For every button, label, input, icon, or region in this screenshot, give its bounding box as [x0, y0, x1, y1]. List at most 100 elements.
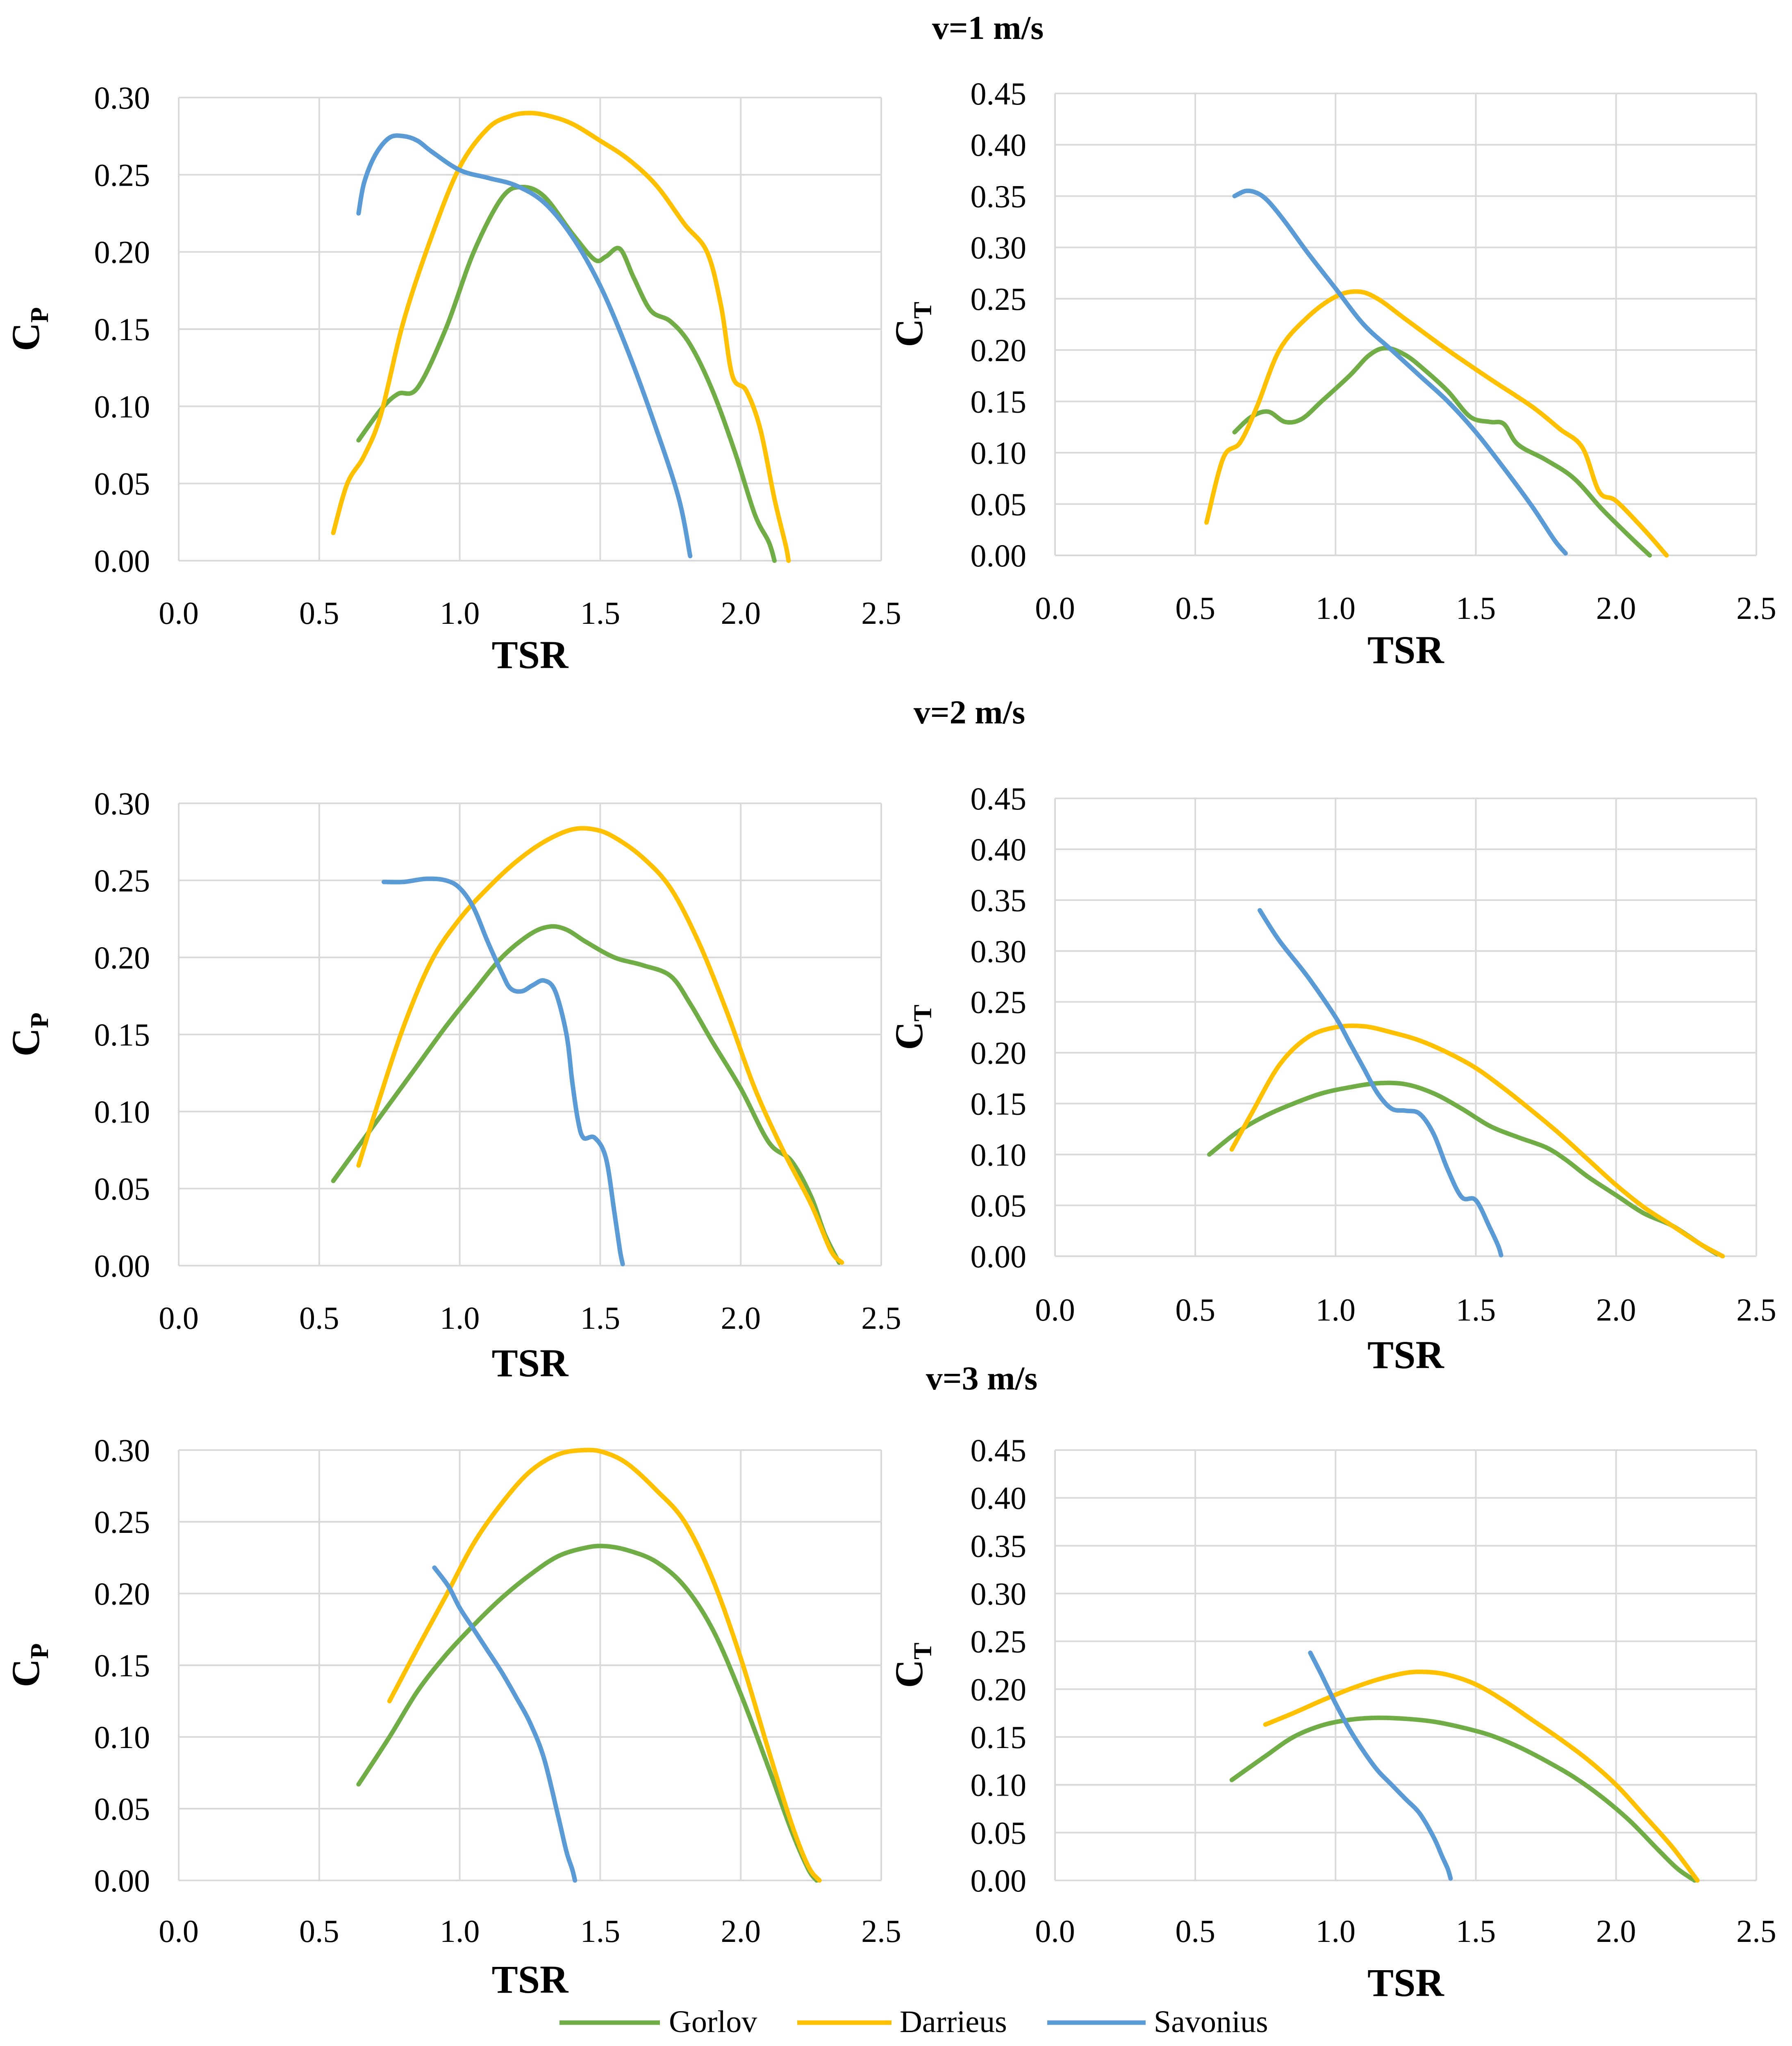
y-axis-label: CP	[4, 307, 54, 351]
x-tick-label: 2.5	[1736, 1913, 1776, 1949]
x-tick-label: 0.0	[159, 595, 199, 631]
chart-v3-ct: 0.00 0.05 0.10 0.15 0.20 0.25 0.30 0.35 0.40 0.45…	[887, 1432, 1776, 2005]
chart-v1-ct: 0.00 0.05 0.10 0.15 0.20 0.25 0.30 0.35 0.40 0.45…	[887, 76, 1776, 672]
x-axis-label: TSR	[1367, 628, 1444, 672]
title-v1: v=1 m/s	[932, 9, 1044, 46]
legend: Gorlov Darrieus Savonius	[559, 2005, 1268, 2039]
x-tick-label: 2.0	[721, 1300, 761, 1336]
series-line-gorlov	[1232, 346, 1652, 558]
x-tick-label: 2.0	[1596, 1292, 1636, 1328]
y-tick-label: 0.25	[94, 863, 150, 898]
x-tick-label: 0.5	[1175, 1913, 1215, 1949]
y-tick-label: 0.30	[94, 786, 150, 821]
x-tick-label: 0.5	[299, 1913, 339, 1949]
y-tick-label: 0.20	[94, 234, 150, 270]
series-line-savonius	[356, 133, 693, 559]
legend-label-savonius: Savonius	[1154, 2005, 1268, 2039]
y-tick-label: 0.15	[94, 1648, 150, 1683]
x-tick-label: 1.5	[580, 1913, 621, 1949]
x-axis-label: TSR	[492, 1957, 569, 2001]
x-axis-label: TSR	[492, 1341, 569, 1385]
series-line-savonius	[1232, 189, 1568, 556]
y-tick-label: 0.25	[94, 1504, 150, 1540]
chart-v2-cp: 0.00 0.05 0.10 0.15 0.20 0.25 0.30 0.0 0.5 1.0 1.5…	[4, 786, 901, 1385]
y-tick-label: 0.00	[971, 1863, 1027, 1898]
series-line-darrieus	[387, 1448, 822, 1883]
y-tick-label: 0.30	[94, 80, 150, 116]
title-v3: v=3 m/s	[926, 1359, 1037, 1397]
series-line-savonius	[1308, 1650, 1453, 1881]
y-tick-label: 0.40	[971, 1480, 1027, 1516]
y-tick-label: 0.20	[971, 1671, 1027, 1707]
series-line-gorlov	[331, 924, 841, 1265]
x-tick-label: 2.5	[861, 1913, 901, 1949]
y-tick-label: 0.15	[971, 384, 1027, 419]
x-tick-label: 0.0	[1035, 590, 1075, 626]
x-tick-label: 0.0	[159, 1300, 199, 1336]
title-v2: v=2 m/s	[914, 693, 1025, 731]
y-tick-label: 0.15	[971, 1086, 1027, 1122]
x-tick-label: 1.5	[580, 1300, 621, 1336]
x-tick-label: 2.0	[1596, 1913, 1636, 1949]
x-tick-label: 0.5	[299, 595, 339, 631]
y-tick-label: 0.10	[971, 1137, 1027, 1173]
y-tick-label: 0.25	[971, 984, 1027, 1020]
y-tick-label: 0.00	[971, 538, 1027, 573]
series-line-savonius	[382, 876, 625, 1266]
y-tick-label: 0.35	[971, 178, 1027, 214]
y-tick-label: 0.35	[971, 882, 1027, 918]
legend-label-darrieus: Darrieus	[900, 2005, 1007, 2039]
y-tick-label: 0.25	[971, 281, 1027, 317]
x-tick-label: 0.0	[159, 1913, 199, 1949]
x-tick-label: 0.5	[299, 1300, 339, 1336]
y-tick-label: 0.15	[94, 1017, 150, 1053]
y-tick-label: 0.45	[971, 781, 1027, 816]
chart-v2-ct: 0.00 0.05 0.10 0.15 0.20 0.25 0.30 0.35 0.40 0.45…	[887, 781, 1776, 1377]
y-tick-label: 0.00	[94, 543, 150, 579]
y-tick-label: 0.05	[971, 1815, 1027, 1850]
x-tick-label: 1.5	[580, 595, 621, 631]
y-tick-label: 0.00	[94, 1863, 150, 1898]
series-line-darrieus	[1204, 289, 1669, 558]
legend-label-gorlov: Gorlov	[669, 2005, 757, 2039]
y-tick-label: 0.40	[971, 832, 1027, 867]
y-axis-label: CP	[4, 1643, 54, 1687]
y-tick-label: 0.05	[94, 466, 150, 502]
x-tick-label: 2.5	[1736, 1292, 1776, 1328]
y-tick-label: 0.15	[971, 1719, 1027, 1755]
y-tick-label: 0.15	[94, 311, 150, 347]
x-tick-label: 1.0	[440, 1913, 480, 1949]
y-tick-label: 0.25	[971, 1624, 1027, 1660]
y-axis-label: CT	[887, 1005, 937, 1050]
x-tick-label: 1.5	[1456, 1913, 1496, 1949]
y-tick-label: 0.05	[971, 486, 1027, 522]
x-axis-label: TSR	[1367, 1961, 1444, 2005]
y-tick-label: 0.20	[971, 332, 1027, 368]
x-tick-label: 2.5	[861, 1300, 901, 1336]
y-tick-label: 0.00	[971, 1239, 1027, 1274]
y-axis-label: CT	[887, 1643, 937, 1688]
y-axis-label: CT	[887, 302, 937, 347]
y-tick-label: 0.05	[971, 1188, 1027, 1223]
y-tick-label: 0.25	[94, 157, 150, 193]
x-tick-label: 1.0	[1316, 590, 1356, 626]
y-tick-label: 0.20	[94, 940, 150, 975]
y-tick-label: 0.30	[971, 933, 1027, 969]
x-tick-label: 2.0	[1596, 590, 1636, 626]
series-line-savonius	[432, 1565, 578, 1883]
y-tick-label: 0.10	[94, 389, 150, 424]
x-tick-label: 1.5	[1456, 1292, 1496, 1328]
series-line-gorlov	[356, 184, 777, 563]
y-tick-label: 0.05	[94, 1791, 150, 1827]
series-line-gorlov	[1229, 1715, 1697, 1883]
series-line-savonius	[1258, 908, 1503, 1257]
chart-v3-cp: 0.00 0.05 0.10 0.15 0.20 0.25 0.30 0.0 0.5 1.0 1.5…	[4, 1432, 901, 2001]
series-line-gorlov	[356, 1544, 819, 1883]
x-tick-label: 1.0	[1316, 1292, 1356, 1328]
y-tick-label: 0.10	[971, 1767, 1027, 1803]
series-line-darrieus	[331, 111, 791, 563]
x-axis-label: TSR	[492, 633, 569, 677]
x-tick-label: 1.0	[440, 595, 480, 631]
x-tick-label: 2.5	[861, 595, 901, 631]
x-tick-label: 1.0	[440, 1300, 480, 1336]
